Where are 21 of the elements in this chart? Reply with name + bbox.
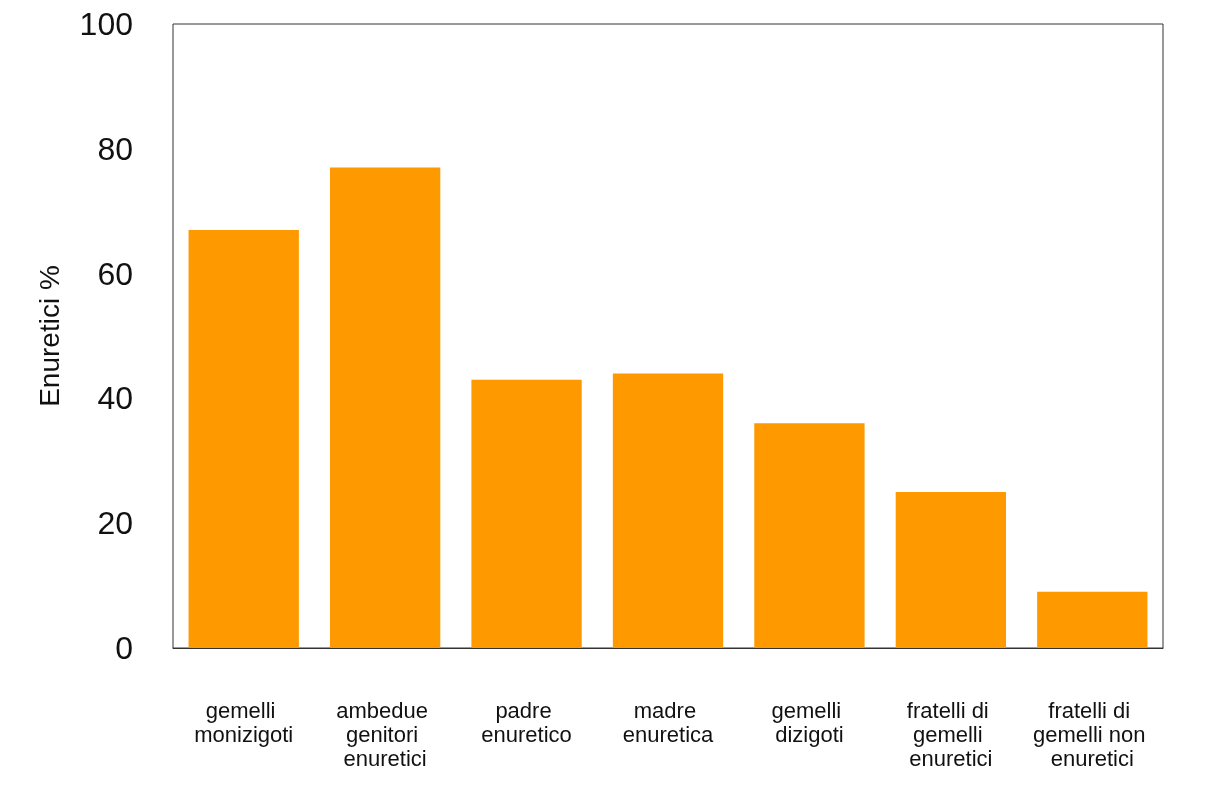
y-tick-label: 20 bbox=[97, 505, 133, 542]
y-tick-label: 80 bbox=[97, 130, 133, 167]
x-tick-label: fratelli di gemelli enuretici bbox=[906, 697, 995, 771]
y-tick-label: 40 bbox=[97, 380, 133, 417]
bar bbox=[754, 423, 865, 648]
x-tick-label: ambedue genitori enuretici bbox=[336, 697, 435, 771]
x-tick-label: fratelli di gemelli non enuretici bbox=[1032, 697, 1152, 771]
y-tick-label: 0 bbox=[115, 630, 133, 666]
bar bbox=[471, 379, 582, 648]
bar bbox=[188, 229, 299, 648]
bar bbox=[1037, 591, 1148, 648]
bar bbox=[329, 167, 441, 648]
y-tick-label: 60 bbox=[97, 255, 133, 292]
x-tick-label: gemelli monizigoti bbox=[194, 697, 294, 747]
x-tick-label: padre enuretico bbox=[481, 697, 572, 747]
bar bbox=[895, 492, 1007, 648]
y-tick-label: 100 bbox=[79, 6, 133, 42]
x-tick-label: madre enuretica bbox=[622, 697, 715, 747]
y-axis-title: Enuretici % bbox=[33, 265, 65, 407]
x-tick-label: gemelli dizigoti bbox=[771, 697, 848, 747]
bar bbox=[612, 373, 724, 648]
